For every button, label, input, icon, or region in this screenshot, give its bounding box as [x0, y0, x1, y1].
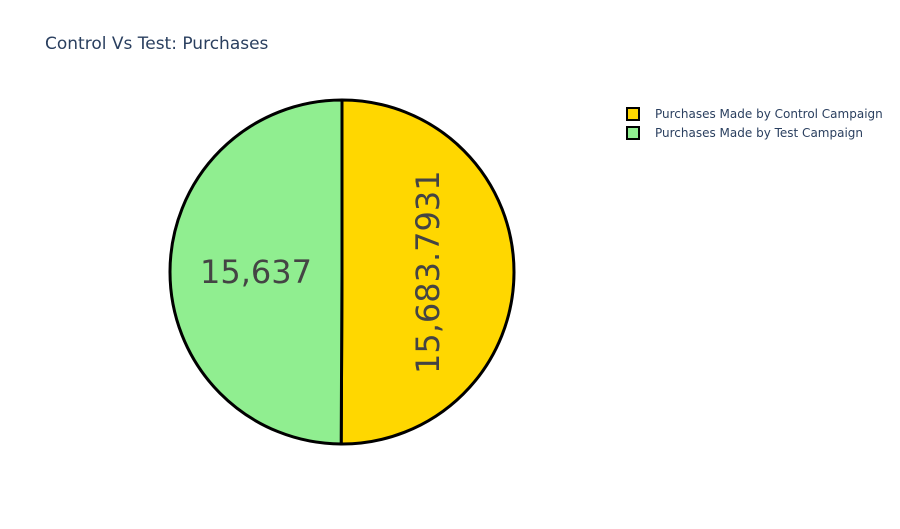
legend-swatch: [626, 107, 640, 121]
slice-value-label: 15,683.7931: [409, 170, 447, 374]
pie-slice-purchases-made-by-test-campaign[interactable]: [168, 98, 344, 446]
pie-slice-purchases-made-by-control-campaign[interactable]: [339, 98, 516, 446]
legend-label: Purchases Made by Test Campaign: [655, 126, 863, 140]
pie-slices: [168, 98, 516, 446]
legend: Purchases Made by Control Campaign Purcha…: [626, 107, 883, 140]
legend-label: Purchases Made by Control Campaign: [655, 107, 883, 121]
chart-title: Control Vs Test: Purchases: [45, 34, 269, 54]
legend-swatch: [626, 126, 640, 140]
legend-item[interactable]: Purchases Made by Test Campaign: [626, 126, 863, 140]
pie-slice-labels: 15,683.7931 15,637: [200, 170, 447, 374]
slice-value-label: 15,637: [200, 253, 312, 291]
legend-item[interactable]: Purchases Made by Control Campaign: [626, 107, 883, 121]
